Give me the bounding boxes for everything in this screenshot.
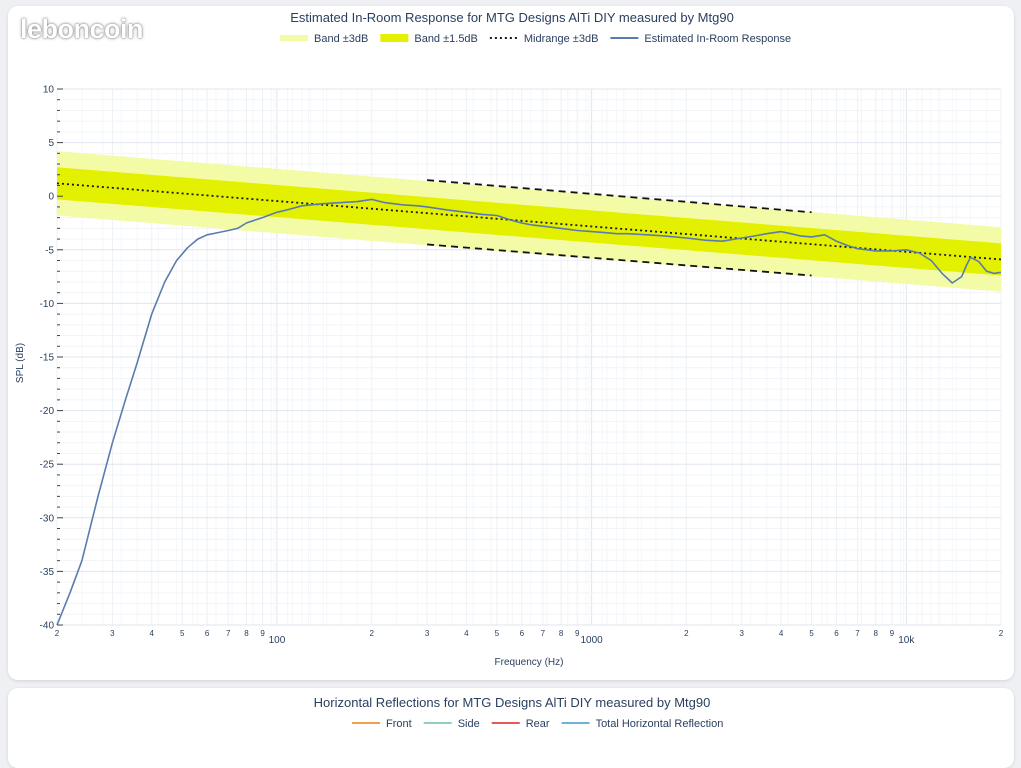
chart-title: Estimated In-Room Response for MTG Desig… (290, 10, 734, 25)
y-axis-label: SPL (dB) (15, 343, 26, 383)
x-tick-label: 4 (149, 629, 154, 638)
x-tick-label: 100 (269, 635, 286, 646)
chart-title: Horizontal Reflections for MTG Designs A… (314, 695, 711, 710)
chart-card-in-room-response: Estimated In-Room Response for MTG Desig… (8, 6, 1014, 680)
x-tick-label: 7 (855, 629, 860, 638)
legend-item-label: Band ±1.5dB (414, 33, 478, 45)
x-tick-label: 5 (180, 629, 185, 638)
x-tick-label: 5 (809, 629, 814, 638)
y-tick-label: -15 (40, 353, 55, 364)
leboncoin-watermark: leboncoin (20, 14, 144, 44)
chart-card-horizontal-reflections: Horizontal Reflections for MTG Designs A… (8, 688, 1014, 768)
x-tick-label: 2 (55, 629, 60, 638)
in-room-response-line (56, 198, 1002, 626)
x-tick-label: 2 (369, 629, 374, 638)
y-tick-label: -35 (40, 567, 55, 578)
legend-item-label: Rear (526, 718, 550, 730)
x-tick-label: 5 (495, 629, 500, 638)
x-tick-label: 7 (226, 629, 231, 638)
x-tick-label: 1000 (580, 635, 603, 646)
in-room-response-chart[interactable]: Estimated In-Room Response for MTG Desig… (8, 6, 1014, 680)
chart-grid (56, 88, 1002, 626)
legend-item-label: Band ±3dB (314, 33, 368, 45)
x-tick-label: 9 (575, 629, 580, 638)
y-tick-label: -10 (40, 299, 55, 310)
midrange-upper-bound (427, 179, 812, 214)
x-tick-label: 8 (559, 629, 564, 638)
legend-item-label: Midrange ±3dB (524, 33, 599, 45)
horizontal-reflections-chart[interactable]: Horizontal Reflections for MTG Designs A… (8, 688, 1014, 768)
x-tick-label: 8 (874, 629, 879, 638)
legend-item-label: Side (458, 718, 480, 730)
x-tick-label: 2 (684, 629, 689, 638)
y-tick-label: -20 (40, 406, 55, 417)
y-tick-label: -25 (40, 460, 55, 471)
y-tick-label: 10 (43, 85, 55, 96)
legend-item-label: Total Horizontal Reflection (596, 718, 724, 730)
x-axis-label: Frequency (Hz) (495, 657, 564, 668)
x-tick-label: 4 (464, 629, 469, 638)
y-tick-label: -30 (40, 513, 55, 524)
chart-legend[interactable]: Front Side Rear Total Horizontal Reflection (352, 718, 723, 730)
legend-item-label: Estimated In-Room Response (644, 33, 791, 45)
y-tick-label: -40 (40, 621, 55, 632)
x-tick-label: 2 (999, 629, 1004, 638)
x-tick-label: 3 (425, 629, 430, 638)
band-1.5db (57, 167, 1001, 276)
x-tick-label: 10k (898, 635, 915, 646)
y-tick-label: 0 (48, 192, 54, 203)
x-tick-label: 9 (260, 629, 265, 638)
x-tick-label: 7 (541, 629, 546, 638)
x-tick-label: 6 (520, 629, 525, 638)
x-tick-label: 8 (244, 629, 249, 638)
midrange-lower-bound (427, 243, 812, 277)
y-tick-label: -5 (45, 245, 54, 256)
chart-legend[interactable]: Band ±3dB Band ±1.5dB Midrange ±3dB Estimat… (280, 33, 791, 45)
x-tick-label: 3 (110, 629, 115, 638)
chart-plot-area[interactable] (56, 151, 1002, 626)
x-tick-label: 6 (834, 629, 839, 638)
x-tick-label: 6 (205, 629, 210, 638)
x-tick-label: 4 (779, 629, 784, 638)
legend-item-label: Front (386, 718, 412, 730)
y-tick-label: 5 (48, 138, 54, 149)
x-tick-label: 3 (740, 629, 745, 638)
x-tick-label: 9 (890, 629, 895, 638)
